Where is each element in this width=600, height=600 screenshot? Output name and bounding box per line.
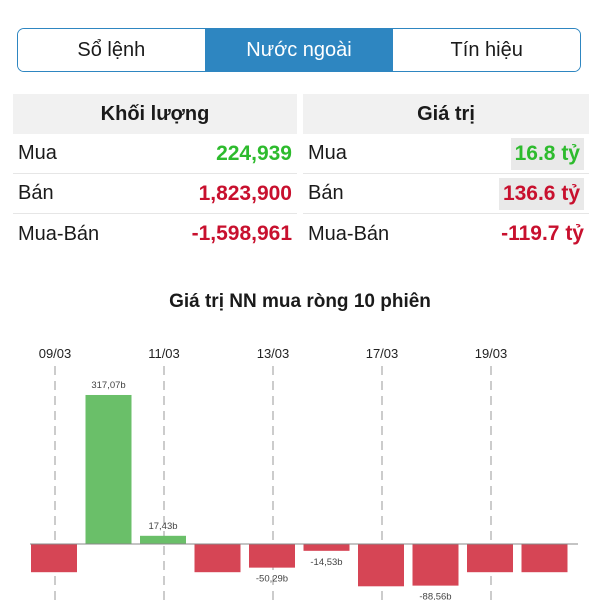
tab-order-book[interactable]: Sổ lệnh bbox=[18, 29, 205, 71]
value-header: Giá trị bbox=[303, 94, 589, 134]
chart-bar bbox=[467, 544, 513, 573]
row-label: Bán bbox=[18, 182, 54, 204]
row-label: Mua-Bán bbox=[308, 222, 390, 245]
value-row-sell: Bán 136.6 tỷ bbox=[303, 174, 589, 214]
date-tick-label: 11/03 bbox=[148, 346, 180, 361]
volume-row-net: Mua-Bán -1,598,961 bbox=[13, 214, 297, 254]
net-buy-chart: 09/03 11/03 13/03 17/03 19/03 317,07b 17,43b -5… bbox=[30, 346, 578, 600]
chart-bar bbox=[358, 544, 404, 587]
chart-title: Giá trị NN mua ròng 10 phiên bbox=[169, 291, 431, 312]
value-sell-value: 136.6 tỷ bbox=[498, 177, 584, 210]
value-net-value: -119.7 tỷ bbox=[501, 222, 584, 245]
row-label: Mua bbox=[308, 142, 347, 164]
tab-signals[interactable]: Tín hiệu bbox=[392, 29, 580, 71]
row-label: Mua-Bán bbox=[18, 222, 100, 245]
bar-value-label: -50,29b bbox=[256, 574, 288, 585]
date-tick-label: 17/03 bbox=[366, 346, 399, 361]
chart-bar bbox=[412, 544, 459, 586]
chart-bar bbox=[31, 544, 77, 573]
value-row-buy: Mua 16.8 tỷ bbox=[303, 134, 589, 174]
chart-bar bbox=[303, 544, 350, 551]
tab-foreign[interactable]: Nước ngoài bbox=[204, 29, 393, 71]
date-tick-label: 09/03 bbox=[39, 346, 72, 361]
bar-value-label: -14,53b bbox=[310, 557, 342, 568]
value-buy-value: 16.8 tỷ bbox=[510, 137, 584, 170]
date-tick-label: 13/03 bbox=[257, 346, 290, 361]
bar-value-label: -88,56b bbox=[419, 592, 451, 600]
volume-row-sell: Bán 1,823,900 bbox=[13, 174, 297, 214]
chart-bar bbox=[249, 544, 295, 568]
volume-row-buy: Mua 224,939 bbox=[13, 134, 297, 174]
value-row-net: Mua-Bán -119.7 tỷ bbox=[303, 214, 589, 254]
row-label: Mua bbox=[18, 142, 57, 164]
chart-bar bbox=[521, 544, 568, 573]
value-panel: Giá trị Mua 16.8 tỷ Bán 136.6 tỷ Mua-Bán… bbox=[303, 94, 589, 254]
chart-bar bbox=[85, 394, 132, 544]
chart-bar bbox=[140, 535, 186, 544]
volume-buy-value: 224,939 bbox=[216, 141, 292, 165]
row-label: Bán bbox=[308, 182, 344, 204]
bar-value-label: 317,07b bbox=[91, 380, 125, 391]
volume-net-value: -1,598,961 bbox=[191, 222, 292, 245]
date-tick-label: 19/03 bbox=[475, 346, 508, 361]
bar-value-label: 17,43b bbox=[148, 521, 177, 532]
volume-header: Khối lượng bbox=[13, 94, 297, 134]
volume-panel: Khối lượng Mua 224,939 Bán 1,823,900 Mua… bbox=[13, 94, 297, 254]
chart-bar bbox=[194, 544, 241, 573]
tab-bar: Sổ lệnh Nước ngoài Tín hiệu bbox=[17, 28, 581, 72]
volume-sell-value: 1,823,900 bbox=[198, 181, 292, 205]
